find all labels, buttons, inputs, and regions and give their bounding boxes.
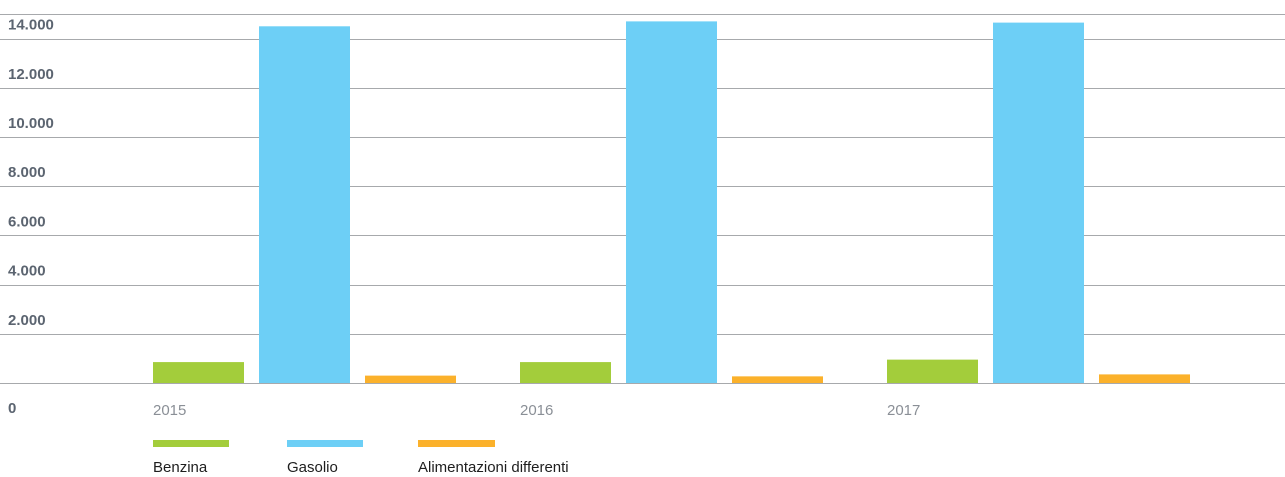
bar-benzina-2016	[520, 362, 611, 383]
y-tick-label: 4.000	[8, 263, 46, 280]
legend-label: Alimentazioni differenti	[418, 459, 569, 476]
bar-gasolio-2015	[259, 26, 350, 384]
y-tick-label: 12.000	[8, 66, 54, 83]
y-axis: 0 2.000 4.000 6.000 8.000 10.000 12.000 14.000	[8, 17, 54, 417]
y-tick-label: 2.000	[8, 312, 46, 329]
y-tick-label: 0	[8, 400, 16, 417]
legend-label: Gasolio	[287, 459, 338, 476]
legend-label: Benzina	[153, 459, 208, 476]
x-tick-label: 2017	[887, 402, 920, 419]
bar-benzina-2015	[153, 362, 244, 383]
bar-benzina-2017	[887, 359, 978, 383]
bar-alimentazioni-differenti-2017	[1099, 374, 1190, 383]
legend-swatch	[153, 440, 229, 447]
bar-alimentazioni-differenti-2016	[732, 376, 823, 383]
x-tick-label: 2015	[153, 402, 186, 419]
x-axis: 2015 2016 2017	[153, 402, 920, 419]
legend: Benzina Gasolio Alimentazioni differenti	[153, 440, 569, 476]
bar-gasolio-2017	[993, 22, 1084, 384]
x-tick-label: 2016	[520, 402, 553, 419]
bars	[153, 21, 1190, 384]
y-tick-label: 14.000	[8, 17, 54, 34]
legend-swatch	[287, 440, 363, 447]
bar-gasolio-2016	[626, 21, 717, 383]
y-tick-label: 10.000	[8, 115, 54, 132]
bar-alimentazioni-differenti-2015	[365, 375, 456, 383]
legend-swatch	[418, 440, 495, 447]
y-tick-label: 8.000	[8, 164, 46, 181]
y-tick-label: 6.000	[8, 213, 46, 230]
